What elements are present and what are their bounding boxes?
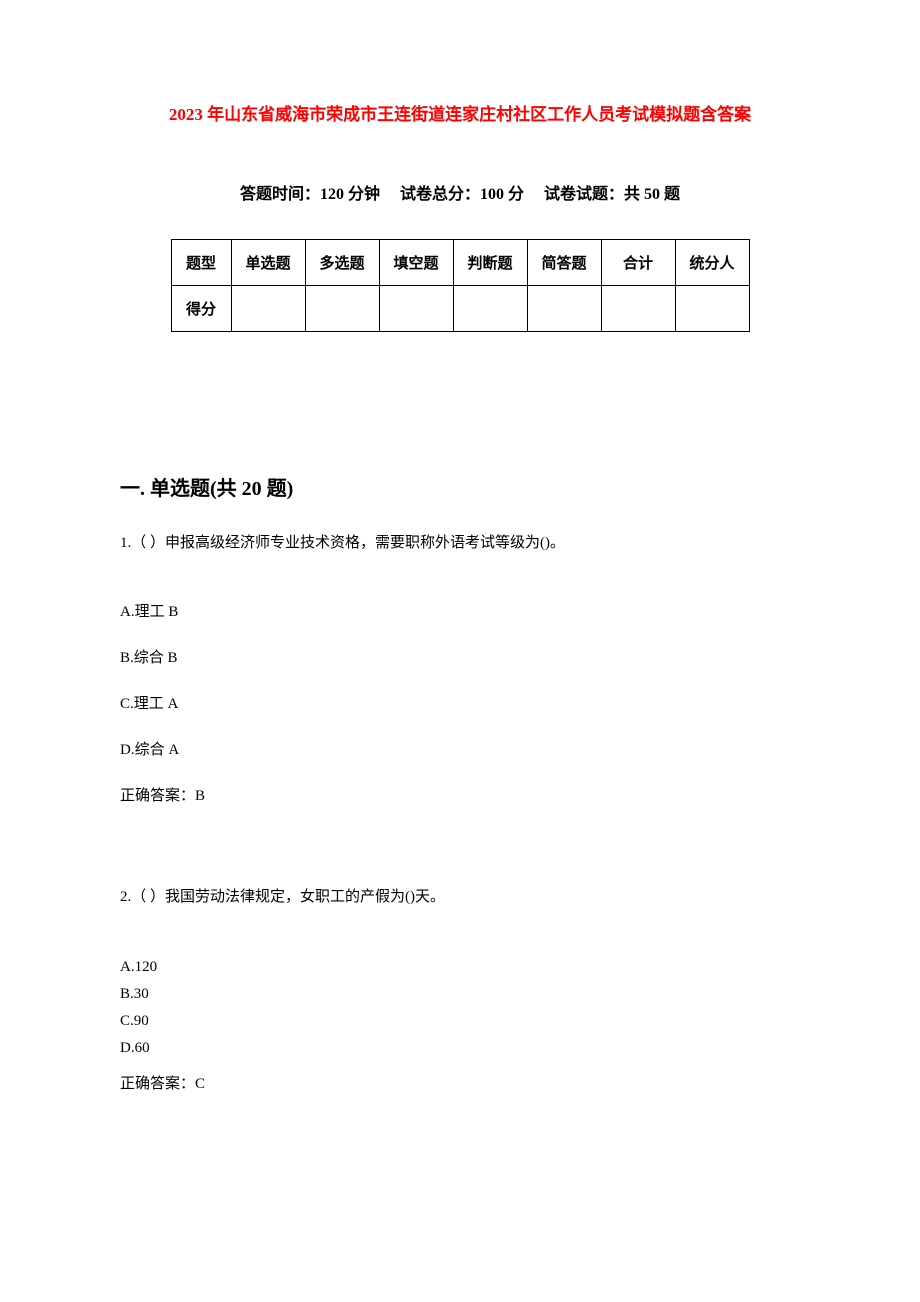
section-1-heading: 一. 单选题(共 20 题) — [120, 472, 800, 501]
table-score-row: 得分 — [171, 286, 749, 332]
score-cell — [231, 286, 305, 332]
question-2-answer: 正确答案：C — [120, 1072, 800, 1093]
question-1-options: A.理工 B B.综合 B C.理工 A D.综合 A — [120, 600, 800, 759]
col-fill: 填空题 — [379, 240, 453, 286]
q2-option-c: C.90 — [120, 1008, 800, 1035]
row-label: 得分 — [171, 286, 231, 332]
col-multi: 多选题 — [305, 240, 379, 286]
question-2-text: 2.（ ）我国劳动法律规定，女职工的产假为()天。 — [120, 885, 800, 909]
table-header-row: 题型 单选题 多选题 填空题 判断题 简答题 合计 统分人 — [171, 240, 749, 286]
col-type: 题型 — [171, 240, 231, 286]
time-value: 120 分钟 — [320, 186, 380, 203]
score-cell — [675, 286, 749, 332]
q1-option-d: D.综合 A — [120, 738, 800, 759]
question-1-text: 1.（ ）申报高级经济师专业技术资格，需要职称外语考试等级为()。 — [120, 531, 800, 555]
count-label: 试卷试题： — [544, 186, 624, 203]
q1-option-a: A.理工 B — [120, 600, 800, 621]
q2-option-a: A.120 — [120, 954, 800, 981]
col-scorer: 统分人 — [675, 240, 749, 286]
count-value: 共 50 题 — [624, 186, 680, 203]
score-table: 题型 单选题 多选题 填空题 判断题 简答题 合计 统分人 得分 — [171, 239, 750, 332]
total-label: 试卷总分： — [400, 186, 480, 203]
col-judge: 判断题 — [453, 240, 527, 286]
question-2-options: A.120 B.30 C.90 D.60 — [120, 954, 800, 1062]
score-cell — [305, 286, 379, 332]
score-cell — [527, 286, 601, 332]
document-title: 2023 年山东省威海市荣成市王连街道连家庄村社区工作人员考试模拟题含答案 — [120, 100, 800, 125]
q1-option-c: C.理工 A — [120, 692, 800, 713]
col-short: 简答题 — [527, 240, 601, 286]
q2-option-b: B.30 — [120, 981, 800, 1008]
time-label: 答题时间： — [240, 186, 320, 203]
question-1-answer: 正确答案：B — [120, 784, 800, 805]
col-single: 单选题 — [231, 240, 305, 286]
q1-option-b: B.综合 B — [120, 646, 800, 667]
q2-option-d: D.60 — [120, 1035, 800, 1062]
score-cell — [453, 286, 527, 332]
total-value: 100 分 — [480, 186, 524, 203]
col-total: 合计 — [601, 240, 675, 286]
score-cell — [379, 286, 453, 332]
score-cell — [601, 286, 675, 332]
exam-info-line: 答题时间：120 分钟 试卷总分：100 分 试卷试题：共 50 题 — [120, 180, 800, 204]
